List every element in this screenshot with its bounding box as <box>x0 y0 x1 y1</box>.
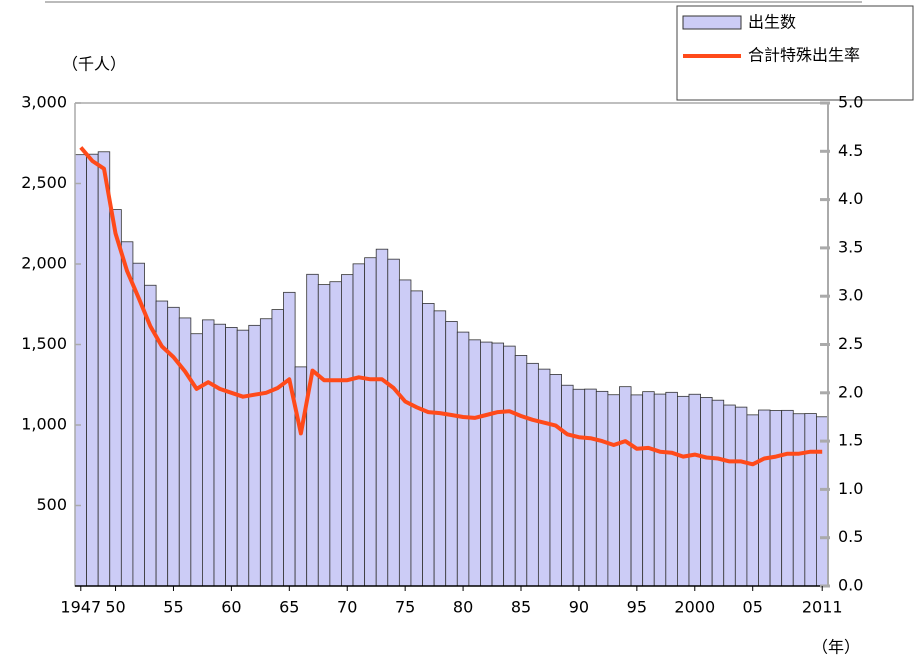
x-tick-label: 2011 <box>802 598 843 617</box>
x-tick-label: 55 <box>163 598 183 617</box>
bar <box>74 154 87 587</box>
y-axis-label: （千人） <box>62 55 126 74</box>
bar <box>375 248 389 587</box>
y2-tick-label: 0.0 <box>838 576 863 595</box>
bar <box>410 290 423 587</box>
bar <box>109 209 122 587</box>
x-tick-label: 50 <box>105 598 125 617</box>
bar <box>619 386 632 587</box>
bar <box>259 318 273 587</box>
x-tick-label: 85 <box>511 598 531 617</box>
legend-swatch <box>682 15 742 30</box>
y2-tick-label: 2.5 <box>838 334 863 353</box>
y-tick-label: 3,000 <box>21 93 67 112</box>
y2-tick-label: 4.5 <box>838 141 863 160</box>
x-tick-label: 65 <box>279 598 299 617</box>
bar <box>792 413 806 587</box>
bar <box>422 303 435 587</box>
bar <box>711 399 725 587</box>
bar <box>549 374 562 587</box>
bar <box>341 274 354 587</box>
bar <box>480 341 493 587</box>
y-tick-label: 2,500 <box>21 173 67 192</box>
y-tick-label: 1,000 <box>21 415 67 434</box>
bar <box>294 366 308 587</box>
bar <box>769 410 783 587</box>
x-tick-label: 1947 <box>60 598 101 617</box>
bar <box>271 309 284 587</box>
bar <box>190 333 203 587</box>
bar <box>723 404 736 587</box>
bar <box>456 331 470 587</box>
y2-tick-label: 5.0 <box>838 93 863 112</box>
y2-tick-label: 1.0 <box>838 479 863 498</box>
bar <box>283 291 296 587</box>
bar <box>306 273 319 587</box>
bar <box>491 342 505 587</box>
x-axis-label: （年） <box>812 638 860 657</box>
bar <box>364 257 377 587</box>
bar <box>433 310 447 587</box>
x-tick-label: 05 <box>743 598 763 617</box>
bar <box>352 263 366 587</box>
bar <box>572 388 586 587</box>
bar <box>537 368 551 587</box>
x-tick-label: 60 <box>221 598 241 617</box>
bar <box>202 319 215 587</box>
legend-label: 出生数 <box>748 13 796 32</box>
bar <box>468 339 481 587</box>
y2-tick-label: 3.0 <box>838 286 863 305</box>
bar <box>804 413 817 587</box>
y2-tick-label: 3.5 <box>838 237 863 256</box>
bar <box>642 391 655 587</box>
bar <box>526 362 539 587</box>
bar <box>329 281 342 587</box>
x-tick-label: 75 <box>395 598 415 617</box>
bar <box>700 397 713 587</box>
x-tick-label: 95 <box>627 598 647 617</box>
bar <box>734 406 748 587</box>
y-tick-label: 1,500 <box>21 334 67 353</box>
bar <box>758 409 771 587</box>
bar <box>514 355 528 587</box>
y2-tick-label: 0.5 <box>838 527 863 546</box>
bar <box>584 388 597 587</box>
bar <box>398 279 412 587</box>
y-tick-label: 2,000 <box>21 254 67 273</box>
bar <box>781 409 794 587</box>
bar <box>120 241 134 587</box>
bar <box>561 384 574 587</box>
y2-tick-label: 2.0 <box>838 382 863 401</box>
y2-tick-label: 4.0 <box>838 189 863 208</box>
bar <box>653 393 667 587</box>
bar <box>178 317 192 587</box>
bar <box>688 393 701 587</box>
bar <box>97 151 111 587</box>
x-tick-label: 70 <box>337 598 357 617</box>
x-tick-label: 80 <box>453 598 473 617</box>
x-tick-label: 2000 <box>674 598 715 617</box>
bar <box>677 395 690 587</box>
bar <box>746 414 759 587</box>
bar <box>317 284 331 587</box>
rate-line <box>79 146 823 467</box>
bar <box>445 321 458 587</box>
x-tick-label: 90 <box>569 598 589 617</box>
bar <box>213 323 226 587</box>
y-tick-label: 500 <box>36 495 67 514</box>
bar <box>630 394 644 587</box>
bar <box>595 390 609 587</box>
bar <box>86 153 99 587</box>
bar <box>167 306 180 587</box>
y2-tick-label: 1.5 <box>838 431 863 450</box>
bar <box>225 327 238 587</box>
bar <box>607 394 620 587</box>
bar <box>248 324 261 587</box>
bar <box>236 329 250 587</box>
bar <box>387 258 400 587</box>
bar <box>665 391 678 587</box>
legend-label: 合計特殊出生率 <box>748 46 860 65</box>
bar <box>503 345 516 587</box>
